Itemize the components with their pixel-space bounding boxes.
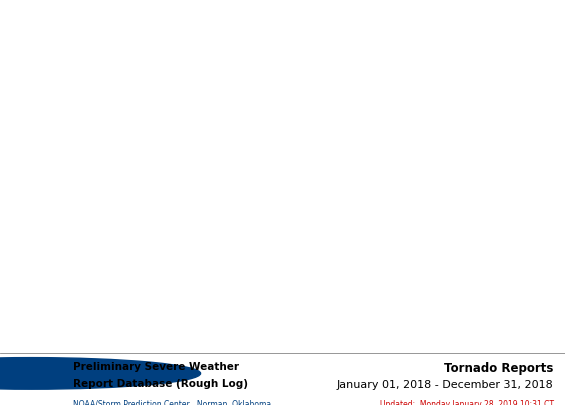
Text: Tornado Reports: Tornado Reports — [444, 362, 554, 375]
Text: NOAA/Storm Prediction Center   Norman, Oklahoma: NOAA/Storm Prediction Center Norman, Okl… — [73, 400, 272, 405]
Circle shape — [0, 358, 201, 389]
Text: January 01, 2018 - December 31, 2018: January 01, 2018 - December 31, 2018 — [337, 380, 554, 390]
Text: Updated:  Monday January 28, 2019 10:31 CT: Updated: Monday January 28, 2019 10:31 C… — [380, 400, 554, 405]
Text: Report Database (Rough Log): Report Database (Rough Log) — [73, 379, 249, 389]
Text: Preliminary Severe Weather: Preliminary Severe Weather — [73, 362, 240, 372]
